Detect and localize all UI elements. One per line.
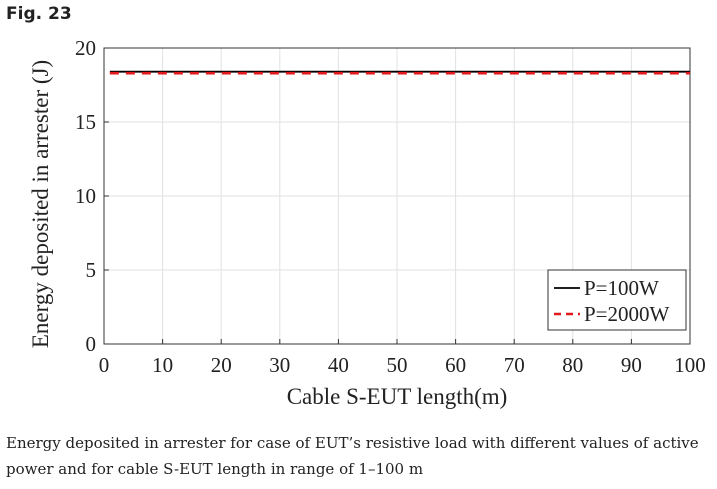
x-tick-label: 20 (211, 353, 232, 377)
y-axis-label: Energy deposited in arrester (J) (28, 60, 53, 348)
figure-label: Fig. 23 (6, 4, 72, 24)
y-tick-label: 10 (75, 184, 96, 208)
x-tick-label: 0 (99, 353, 110, 377)
x-tick-label: 30 (269, 353, 290, 377)
x-tick-label: 40 (328, 353, 349, 377)
x-tick-label: 70 (504, 353, 525, 377)
legend-label: P=2000W (584, 302, 670, 326)
y-tick-label: 0 (86, 332, 97, 356)
x-tick-label: 50 (387, 353, 408, 377)
x-tick-label: 60 (445, 353, 466, 377)
series-lines (109, 70, 690, 75)
x-tick-label: 90 (621, 353, 642, 377)
x-axis-label: Cable S-EUT length(m) (287, 384, 508, 409)
x-axis-ticks: 0 10 20 30 40 50 60 70 80 90 100 (99, 339, 706, 377)
legend-label: P=100W (584, 276, 659, 300)
x-tick-label: 10 (152, 353, 173, 377)
y-tick-label: 20 (75, 36, 96, 60)
legend-box (547, 269, 687, 331)
y-tick-label: 15 (75, 110, 96, 134)
x-tick-label: 100 (674, 353, 706, 377)
y-tick-label: 5 (86, 258, 97, 282)
y-axis-ticks: 0 5 10 15 20 (75, 36, 109, 356)
figure-caption: Energy deposited in arrester for case of… (6, 434, 699, 478)
line-chart: 0 10 20 30 40 50 60 70 80 90 100 0 5 10 15 20 Cable S-… (28, 36, 706, 409)
x-tick-label: 80 (562, 353, 583, 377)
